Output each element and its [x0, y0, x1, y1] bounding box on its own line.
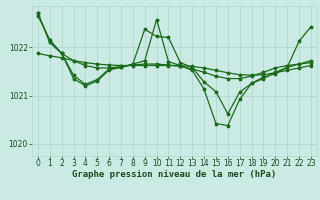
X-axis label: Graphe pression niveau de la mer (hPa): Graphe pression niveau de la mer (hPa)	[72, 170, 276, 179]
